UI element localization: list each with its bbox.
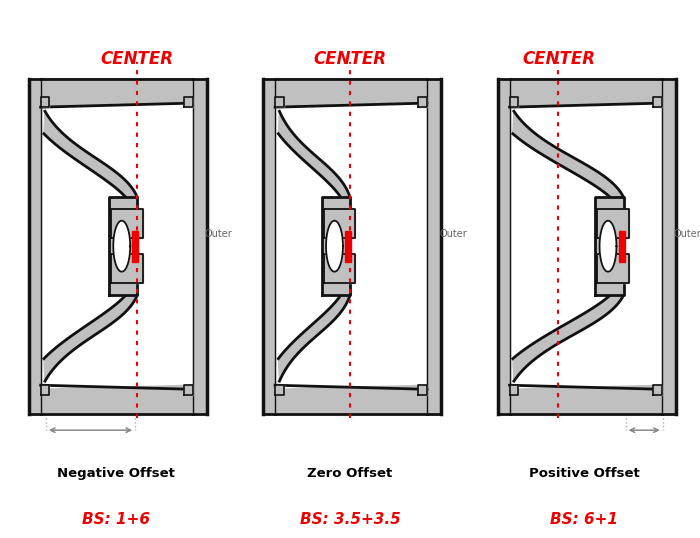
Polygon shape (510, 79, 662, 107)
Polygon shape (653, 97, 662, 107)
Text: Positive Offset: Positive Offset (529, 467, 640, 480)
Polygon shape (275, 385, 427, 414)
Text: BS: 6+1: BS: 6+1 (550, 512, 619, 527)
Polygon shape (275, 79, 427, 107)
Polygon shape (275, 79, 427, 414)
Polygon shape (41, 79, 192, 414)
Polygon shape (41, 385, 192, 414)
Text: Zero Offset: Zero Offset (307, 467, 393, 480)
Polygon shape (598, 209, 629, 238)
Polygon shape (510, 385, 662, 414)
Polygon shape (324, 254, 356, 283)
Polygon shape (275, 97, 284, 107)
Polygon shape (113, 221, 130, 272)
Polygon shape (600, 221, 617, 272)
Polygon shape (598, 254, 629, 283)
Text: Outer: Outer (204, 229, 232, 239)
Text: CENTER: CENTER (522, 50, 595, 68)
Polygon shape (44, 282, 137, 381)
Polygon shape (427, 79, 441, 414)
Polygon shape (498, 79, 510, 414)
Polygon shape (345, 231, 351, 261)
Polygon shape (275, 385, 284, 395)
Polygon shape (184, 97, 192, 107)
Polygon shape (279, 282, 350, 381)
Polygon shape (653, 385, 662, 395)
Text: Outer: Outer (439, 229, 467, 239)
Polygon shape (279, 111, 350, 210)
Polygon shape (324, 209, 356, 238)
Polygon shape (41, 97, 49, 107)
Polygon shape (419, 97, 427, 107)
Polygon shape (510, 97, 518, 107)
Polygon shape (662, 79, 676, 414)
Text: CENTER: CENTER (101, 50, 174, 68)
Polygon shape (595, 197, 624, 295)
Polygon shape (513, 282, 624, 381)
Polygon shape (513, 111, 624, 210)
Polygon shape (619, 231, 624, 261)
Text: Outer: Outer (673, 229, 700, 239)
Text: Negative Offset: Negative Offset (57, 467, 174, 480)
Polygon shape (111, 209, 143, 238)
Text: BS: 3.5+3.5: BS: 3.5+3.5 (300, 512, 400, 527)
Polygon shape (193, 79, 206, 414)
Polygon shape (132, 231, 139, 261)
Polygon shape (419, 385, 427, 395)
Polygon shape (510, 385, 518, 395)
Polygon shape (263, 79, 275, 414)
Polygon shape (510, 79, 662, 414)
Polygon shape (111, 254, 143, 283)
Polygon shape (41, 385, 49, 395)
Polygon shape (29, 79, 41, 414)
Polygon shape (184, 385, 192, 395)
Polygon shape (44, 111, 137, 210)
Text: CENTER: CENTER (314, 50, 386, 68)
Polygon shape (109, 197, 137, 295)
Polygon shape (322, 197, 350, 295)
Polygon shape (41, 79, 192, 107)
Polygon shape (326, 221, 343, 272)
Text: BS: 1+6: BS: 1+6 (81, 512, 150, 527)
